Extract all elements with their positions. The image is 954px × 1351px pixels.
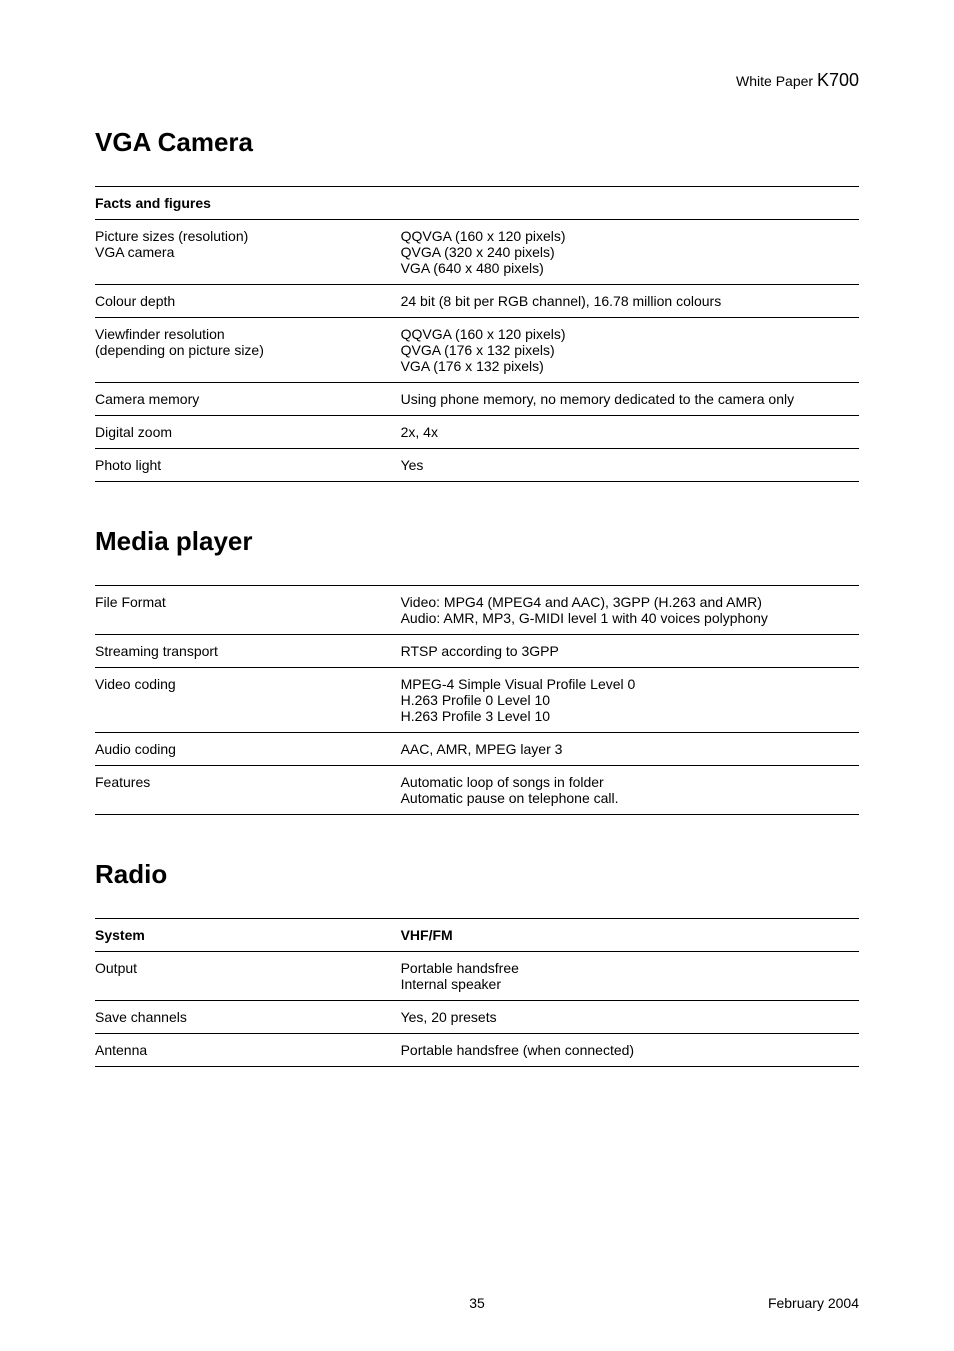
table-row: Viewfinder resolution(depending on pictu…	[95, 318, 859, 383]
table-cell: Colour depth	[95, 285, 401, 318]
table-row: Antenna Portable handsfree (when connect…	[95, 1034, 859, 1067]
table-row: System VHF/FM	[95, 919, 859, 952]
table-cell: AAC, AMR, MPEG layer 3	[401, 733, 859, 766]
table-cell: Using phone memory, no memory dedicated …	[401, 383, 859, 416]
table-cell: Video: MPG4 (MPEG4 and AAC), 3GPP (H.263…	[401, 586, 859, 635]
footer-page-number: 35	[95, 1295, 859, 1311]
table-cell: File Format	[95, 586, 401, 635]
table-header-cell: Facts and figures	[95, 187, 401, 220]
table-row: Digital zoom 2x, 4x	[95, 416, 859, 449]
page-header: White Paper K700	[95, 70, 859, 91]
table-row: File Format Video: MPG4 (MPEG4 and AAC),…	[95, 586, 859, 635]
table-row: Photo light Yes	[95, 449, 859, 482]
table-cell: Audio coding	[95, 733, 401, 766]
table-cell: Viewfinder resolution(depending on pictu…	[95, 318, 401, 383]
table-cell: Portable handsfreeInternal speaker	[401, 952, 859, 1001]
page-footer: 35 February 2004	[95, 1295, 859, 1311]
table-header-cell	[401, 187, 859, 220]
table-cell: Video coding	[95, 668, 401, 733]
table-cell: Yes, 20 presets	[401, 1001, 859, 1034]
table-row: Streaming transport RTSP according to 3G…	[95, 635, 859, 668]
table-row: Camera memory Using phone memory, no mem…	[95, 383, 859, 416]
header-model: K700	[817, 70, 859, 90]
table-cell: Camera memory	[95, 383, 401, 416]
section-title-vga: VGA Camera	[95, 127, 859, 158]
table-cell: Streaming transport	[95, 635, 401, 668]
table-cell: MPEG-4 Simple Visual Profile Level 0H.26…	[401, 668, 859, 733]
table-radio: System VHF/FM Output Portable handsfreeI…	[95, 918, 859, 1067]
table-cell: 24 bit (8 bit per RGB channel), 16.78 mi…	[401, 285, 859, 318]
table-cell: Portable handsfree (when connected)	[401, 1034, 859, 1067]
table-row: Video coding MPEG-4 Simple Visual Profil…	[95, 668, 859, 733]
table-cell: Features	[95, 766, 401, 815]
table-cell: QQVGA (160 x 120 pixels)QVGA (176 x 132 …	[401, 318, 859, 383]
table-row: Facts and figures	[95, 187, 859, 220]
table-vga: Facts and figures Picture sizes (resolut…	[95, 186, 859, 482]
table-cell: RTSP according to 3GPP	[401, 635, 859, 668]
table-cell: Photo light	[95, 449, 401, 482]
table-cell: Antenna	[95, 1034, 401, 1067]
table-cell: Digital zoom	[95, 416, 401, 449]
table-row: Save channels Yes, 20 presets	[95, 1001, 859, 1034]
table-header-cell: System	[95, 919, 401, 952]
table-row: Audio coding AAC, AMR, MPEG layer 3	[95, 733, 859, 766]
section-title-media: Media player	[95, 526, 859, 557]
table-cell: Automatic loop of songs in folderAutomat…	[401, 766, 859, 815]
table-cell: Picture sizes (resolution)VGA camera	[95, 220, 401, 285]
table-cell: Output	[95, 952, 401, 1001]
table-cell: QQVGA (160 x 120 pixels)QVGA (320 x 240 …	[401, 220, 859, 285]
table-row: Picture sizes (resolution)VGA camera QQV…	[95, 220, 859, 285]
header-label: White Paper	[736, 73, 817, 89]
table-row: Output Portable handsfreeInternal speake…	[95, 952, 859, 1001]
table-header-cell: VHF/FM	[401, 919, 859, 952]
table-row: Colour depth 24 bit (8 bit per RGB chann…	[95, 285, 859, 318]
table-cell: 2x, 4x	[401, 416, 859, 449]
table-cell: Save channels	[95, 1001, 401, 1034]
table-cell: Yes	[401, 449, 859, 482]
table-media: File Format Video: MPG4 (MPEG4 and AAC),…	[95, 585, 859, 815]
table-row: Features Automatic loop of songs in fold…	[95, 766, 859, 815]
page-root: White Paper K700 VGA Camera Facts and fi…	[0, 0, 954, 1351]
section-title-radio: Radio	[95, 859, 859, 890]
